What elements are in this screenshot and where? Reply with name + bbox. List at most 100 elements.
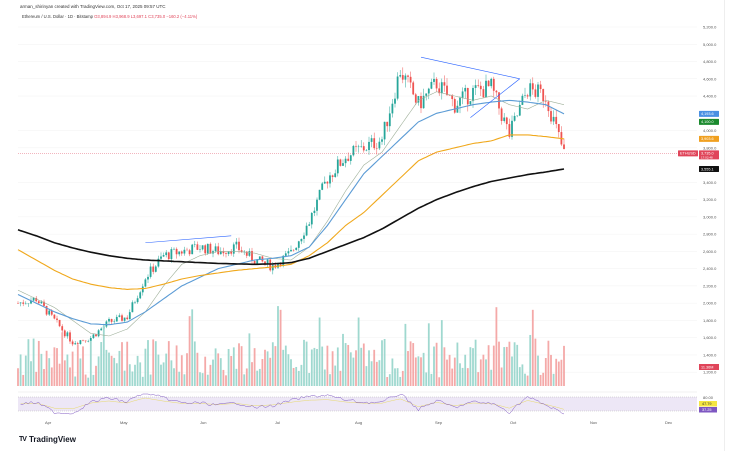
candle	[518, 104, 521, 116]
candle	[448, 95, 451, 96]
volume-bar	[521, 364, 524, 386]
volume-bar	[186, 353, 188, 386]
volume-bar	[53, 347, 56, 386]
candle	[19, 302, 22, 304]
candle	[266, 259, 269, 264]
volume-bar	[238, 343, 240, 386]
y-tick-label: 2,400.0	[703, 266, 717, 271]
trend-line	[420, 56, 520, 80]
volume-bar	[160, 364, 162, 386]
volume-bar	[97, 356, 100, 386]
y-tick-label: 1,200.0	[703, 370, 717, 375]
candle	[183, 249, 186, 254]
candle	[557, 124, 560, 133]
candle	[87, 340, 90, 342]
volume-bar	[243, 374, 246, 386]
candle	[245, 251, 248, 256]
volume-bar	[287, 354, 290, 386]
candle	[440, 82, 443, 94]
volume-bar	[134, 364, 136, 386]
candle	[79, 340, 82, 344]
volume-bar	[209, 364, 212, 386]
volume-bar	[438, 377, 441, 386]
candle	[76, 343, 79, 344]
volume-bar	[544, 358, 547, 386]
candle	[396, 76, 399, 99]
candle	[388, 113, 391, 127]
candle	[498, 92, 500, 109]
volume-bar	[297, 370, 300, 386]
candle	[487, 80, 490, 87]
volume-bar	[440, 320, 443, 386]
candle	[56, 318, 58, 320]
candle	[321, 183, 324, 190]
volume-bar	[383, 339, 386, 386]
countdown-label: 17:02:48	[701, 155, 713, 159]
volume-bar	[266, 351, 269, 386]
volume-bar	[35, 371, 38, 386]
candle	[35, 297, 38, 302]
candle	[438, 88, 441, 94]
volume-bar	[240, 346, 243, 386]
volume-bar	[498, 341, 500, 386]
y-tick-label: 3,000.0	[703, 214, 717, 219]
candle	[534, 89, 537, 97]
volume-bar	[290, 359, 292, 386]
volume-bar	[396, 368, 399, 386]
candle	[323, 181, 326, 184]
volume-bar	[256, 370, 259, 386]
volume-bar	[388, 374, 391, 386]
candle	[108, 318, 110, 322]
volume-bar	[87, 377, 90, 386]
candle	[300, 238, 303, 242]
y-tick-label: 3,200.0	[703, 197, 717, 202]
volume-bar	[326, 345, 329, 386]
volume-bar	[563, 345, 565, 386]
volume-bar	[318, 317, 321, 386]
candle	[524, 95, 526, 96]
volume-bar	[378, 360, 381, 386]
volume-bar	[451, 368, 454, 386]
candle	[550, 111, 552, 122]
volume-bar	[175, 345, 178, 386]
volume-bar	[466, 368, 469, 386]
volume-bar	[217, 353, 220, 386]
volume-bar	[373, 349, 376, 386]
candle	[446, 85, 448, 96]
candle	[339, 159, 342, 166]
volume-bar	[360, 347, 363, 386]
volume-bar	[394, 368, 396, 386]
candle	[466, 87, 469, 105]
candle	[199, 249, 201, 250]
symbol-info: Ethereum / U.S. Dollar · 1D · Bitstamp O…	[22, 14, 197, 19]
candle	[27, 303, 30, 305]
volume-bar	[414, 357, 417, 386]
candle	[404, 75, 407, 80]
volume-bar	[204, 356, 207, 386]
x-tick-label: Nov	[590, 420, 597, 425]
volume-bar	[149, 374, 152, 386]
volume-bar	[141, 376, 144, 386]
y-tick-label: 1,800.0	[703, 318, 717, 323]
volume-bar	[232, 347, 235, 386]
rsi-tag-label: 37.25	[702, 408, 712, 412]
price-tag-label: 4,193.6	[701, 112, 714, 116]
x-tick-label: Sep	[435, 420, 443, 425]
candle	[427, 88, 430, 94]
candle	[97, 330, 100, 337]
volume-bar	[500, 367, 503, 386]
volume-bar	[539, 374, 542, 386]
volume-bar	[19, 354, 22, 386]
candle	[258, 256, 261, 260]
volume-bar	[269, 357, 272, 386]
candle	[74, 343, 77, 345]
candle	[313, 210, 316, 213]
volume-bar	[162, 362, 165, 386]
rsi-upper-label: 80.00	[703, 395, 714, 400]
rsi-ma-line	[20, 397, 565, 410]
volume-bar	[490, 369, 493, 386]
volume-bar	[74, 376, 77, 386]
volume-bar	[191, 309, 194, 386]
candle	[240, 250, 243, 253]
